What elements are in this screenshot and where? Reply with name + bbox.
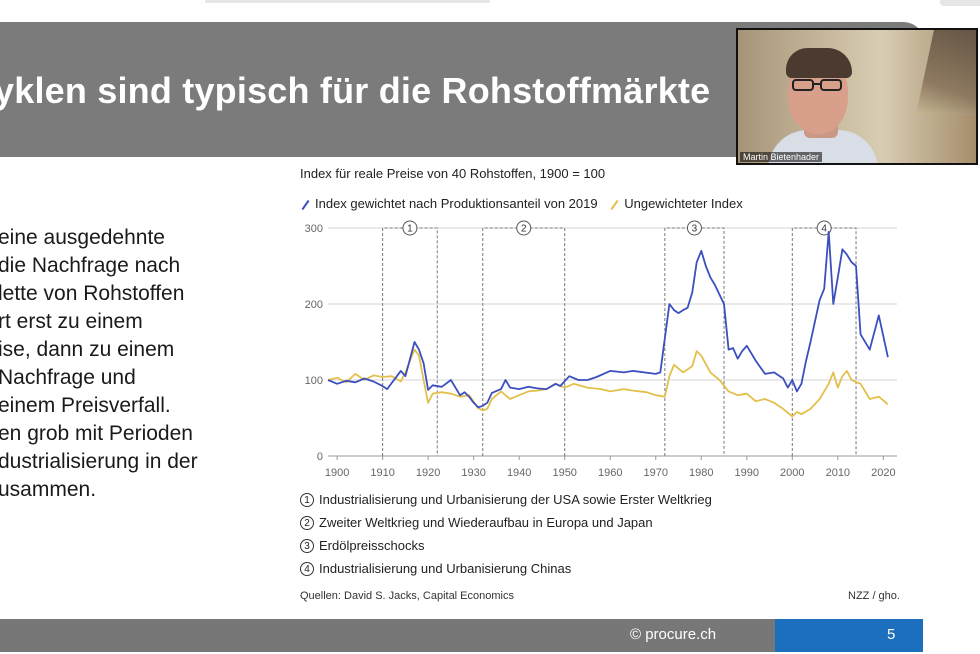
participant-glasses (792, 79, 842, 91)
x-tick-label: 1950 (552, 467, 576, 479)
period-notes: 1 Industrialisierung und Urbanisierung de… (300, 488, 712, 580)
legend-swatch-unweighted (610, 199, 619, 210)
commodity-price-chart: 0 100 200 300 1900 1910 1920 1930 1940 1950 1960 19… (305, 220, 897, 479)
x-tick-label: 2000 (780, 467, 804, 479)
series-line-weighted (327, 230, 889, 409)
body-line: ise, dann zu einem (0, 338, 175, 361)
period-note-text: Industrialisierung und Urbanisierung der… (319, 492, 712, 507)
body-line: Nachfrage und (0, 366, 136, 389)
x-tick-label: 1930 (461, 467, 485, 479)
window-top-strip (205, 0, 490, 3)
period-note: 2 Zweiter Weltkrieg und Wiederaufbau in E… (300, 511, 712, 534)
body-line: dustrialisierung in der (0, 450, 198, 473)
period-marker-circle (686, 220, 702, 236)
chart-credit: NZZ / gho. (848, 590, 900, 602)
y-tick-label: 0 (317, 451, 323, 463)
slide-title: yklen sind typisch für die Rohstoffmärkt… (0, 70, 711, 111)
period-marker-label: 2 (521, 224, 527, 235)
period-note: 3 Erdölpreisschocks (300, 534, 712, 557)
period-note-marker: 1 (300, 492, 314, 507)
x-tick-label: 1990 (735, 467, 759, 479)
period-marker-circle (816, 220, 832, 236)
page-number: 5 (887, 626, 896, 643)
x-tick-label: 1940 (507, 467, 531, 479)
x-tick-label: 2020 (871, 467, 895, 479)
period-marker-circle (402, 220, 418, 236)
body-line: rt erst zu einem (0, 310, 143, 333)
period-note: 4 Industrialisierung und Urbanisierung Ch… (300, 557, 712, 580)
body-line: die Nachfrage nach (0, 254, 181, 277)
period-note-marker: 2 (300, 515, 314, 530)
webcam-tile[interactable]: Martin Bietenhader (736, 28, 978, 165)
body-line: usammen. (0, 478, 97, 501)
period-note-marker: 3 (300, 538, 314, 553)
period-marker-label: 1 (407, 224, 413, 235)
x-tick-label: 1960 (598, 467, 622, 479)
body-line: lette von Rohstoffen (0, 282, 185, 305)
chart-title: Index für reale Preise von 40 Rohstoffen… (300, 166, 606, 181)
footer-copyright: © procure.ch (630, 626, 717, 643)
legend-label-unweighted: Ungewichteter Index (624, 196, 743, 211)
x-tick-label: 1900 (325, 467, 349, 479)
legend-label-weighted: Index gewichtet nach Produktionsanteil v… (315, 196, 598, 211)
period-marker-label: 3 (692, 224, 698, 235)
period-marker-circle (516, 220, 532, 236)
slide-footer-band (0, 619, 775, 652)
period-note-marker: 4 (300, 561, 314, 576)
x-tick-label: 1970 (644, 467, 668, 479)
window-corner-control[interactable] (940, 0, 980, 6)
participant-hair (786, 48, 852, 78)
period-box (382, 227, 438, 456)
period-note: 1 Industrialisierung und Urbanisierung de… (300, 488, 712, 511)
y-tick-label: 300 (305, 223, 323, 235)
x-tick-label: 1920 (416, 467, 440, 479)
y-tick-label: 100 (305, 375, 323, 387)
x-tick-label: 2010 (826, 467, 850, 479)
period-note-text: Erdölpreisschocks (319, 538, 425, 553)
x-tick-label: 1980 (689, 467, 713, 479)
x-tick-label: 1910 (370, 467, 394, 479)
legend-swatch-weighted (301, 199, 310, 210)
chart-legend: Index gewichtet nach Produktionsanteil v… (300, 196, 743, 211)
page-number-box (775, 619, 923, 652)
body-line: eine ausgedehnte (0, 226, 165, 249)
period-note-text: Industrialisierung und Urbanisierung Chi… (319, 561, 572, 576)
participant-name-label: Martin Bietenhader (740, 152, 823, 162)
y-tick-label: 200 (305, 299, 323, 311)
period-box (664, 227, 725, 456)
period-box (482, 227, 566, 456)
slide-body-text: eine ausgedehnte die Nachfrage nach lett… (0, 224, 198, 504)
chart-source: Quellen: David S. Jacks, Capital Economi… (300, 590, 514, 602)
period-marker-label: 4 (821, 224, 827, 235)
body-line: en grob mit Perioden (0, 422, 193, 445)
period-box (791, 227, 857, 456)
body-line: einem Preisverfall. (0, 394, 171, 417)
period-note-text: Zweiter Weltkrieg und Wiederaufbau in Eu… (319, 515, 653, 530)
series-line-unweighted (327, 348, 889, 418)
